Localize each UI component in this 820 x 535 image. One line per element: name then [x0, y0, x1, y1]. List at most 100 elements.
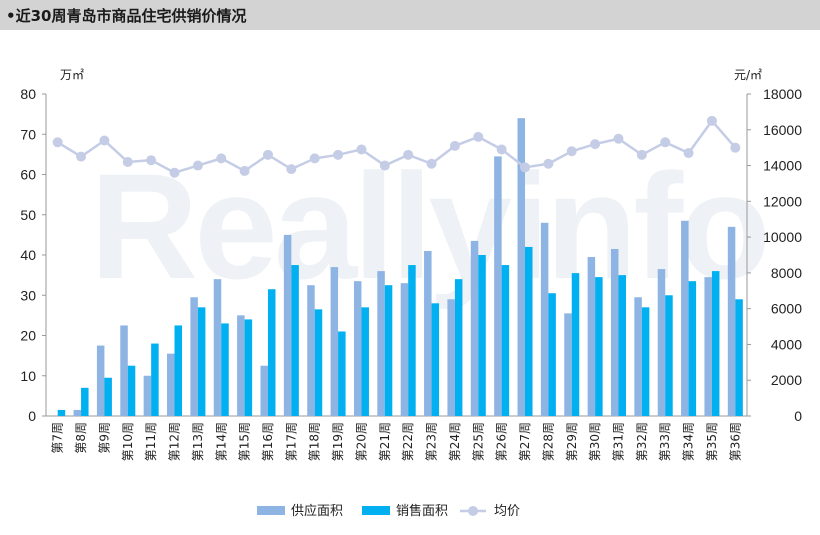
- price-point: [76, 151, 87, 162]
- left-tick-label: 0: [28, 408, 36, 424]
- left-tick-label: 10: [20, 368, 36, 384]
- bar-sales: [267, 289, 276, 416]
- category-label: 第24周: [448, 422, 462, 461]
- bar-supply: [517, 118, 526, 417]
- bar-supply: [260, 365, 268, 416]
- category-label: 第9周: [97, 422, 111, 454]
- category-label: 第15周: [238, 422, 252, 461]
- price-point: [309, 153, 320, 164]
- bar-sales: [81, 387, 89, 416]
- bar-supply: [657, 269, 666, 416]
- price-point: [403, 149, 414, 160]
- legend-marker: [468, 506, 478, 516]
- price-point: [613, 133, 624, 144]
- bar-supply: [213, 279, 222, 416]
- bar-sales: [314, 309, 323, 416]
- category-label: 第31周: [611, 422, 625, 461]
- category-label: 第7周: [51, 422, 65, 454]
- bar-supply: [727, 226, 736, 416]
- bar-sales: [291, 265, 299, 416]
- bar-supply: [470, 240, 479, 416]
- bar-supply: [96, 345, 105, 416]
- legend-label: 销售面积: [396, 503, 448, 519]
- bar-supply: [610, 248, 619, 416]
- category-label: 第18周: [308, 422, 322, 461]
- bar-sales: [408, 265, 416, 416]
- bar-sales: [174, 325, 183, 416]
- bar-sales: [665, 295, 673, 416]
- left-tick-label: 70: [20, 126, 36, 142]
- category-label: 第10周: [121, 422, 135, 461]
- price-line: [57, 118, 737, 175]
- bar-sales: [338, 331, 346, 416]
- bar-supply: [704, 277, 712, 416]
- bar-supply: [377, 271, 385, 416]
- bar-sales: [618, 275, 626, 416]
- price-point: [99, 135, 110, 146]
- bar-supply: [143, 375, 152, 416]
- bar-supply: [73, 409, 82, 416]
- bar-sales: [571, 273, 580, 416]
- left-tick-label: 60: [20, 167, 36, 183]
- price-point: [239, 165, 250, 176]
- bar-sales: [197, 307, 206, 416]
- bar-sales: [641, 307, 650, 416]
- bar-supply: [564, 313, 572, 416]
- legend-label: 供应面积: [291, 503, 343, 519]
- category-label: 第25周: [471, 422, 485, 461]
- bar-supply: [167, 353, 175, 416]
- bar-sales: [384, 285, 393, 416]
- bar-sales: [127, 365, 136, 416]
- right-tick-label: 2000: [771, 372, 802, 388]
- category-label: 第32周: [635, 422, 649, 461]
- bar-sales: [501, 265, 510, 416]
- category-label: 第19周: [331, 422, 345, 461]
- category-label: 第26周: [495, 422, 509, 461]
- bar-sales: [151, 343, 159, 416]
- price-point: [146, 155, 157, 166]
- legend-item-supply: 供应面积: [257, 503, 343, 519]
- category-label: 第11周: [144, 422, 158, 461]
- category-label: 第17周: [284, 422, 298, 461]
- legend-label: 均价: [494, 504, 520, 519]
- category-label: 第30周: [588, 422, 602, 461]
- price-point: [333, 149, 344, 160]
- price-point: [52, 137, 63, 148]
- price-point: [449, 140, 460, 151]
- category-label: 第12周: [168, 422, 182, 461]
- category-label: 第16周: [261, 422, 275, 461]
- category-label: 第27周: [518, 422, 532, 461]
- right-tick-label: 6000: [771, 301, 802, 317]
- category-label: 第34周: [682, 422, 696, 461]
- bar-sales: [221, 323, 229, 416]
- price-point: [379, 160, 390, 171]
- category-label: 第20周: [354, 422, 368, 461]
- price-point: [473, 131, 484, 142]
- price-point: [169, 167, 180, 178]
- left-tick-label: 30: [20, 287, 36, 303]
- price-point: [636, 149, 647, 160]
- bar-sales: [244, 319, 253, 416]
- bar-sales: [735, 299, 743, 416]
- bar-supply: [307, 285, 315, 416]
- price-point: [286, 164, 297, 175]
- bar-supply: [237, 315, 245, 416]
- bar-sales: [525, 246, 533, 416]
- category-label: 第23周: [425, 422, 439, 461]
- bar-supply: [400, 283, 409, 416]
- right-tick-label: 4000: [771, 336, 802, 352]
- price-point: [262, 149, 273, 160]
- bar-supply: [330, 267, 339, 416]
- category-label: 第14周: [214, 422, 228, 461]
- price-point: [566, 146, 577, 157]
- right-tick-label: 16000: [763, 122, 802, 138]
- bar-sales: [688, 281, 697, 416]
- category-label: 第22周: [401, 422, 415, 461]
- bar-supply: [447, 299, 455, 416]
- price-point: [683, 148, 694, 159]
- chart: 0 10 20 30 40 50 60 70 80 0 2000 4000 6000 8000 10000…: [20, 68, 802, 519]
- left-tick-label: 80: [20, 86, 36, 102]
- bar-supply: [494, 156, 502, 416]
- legend-swatch: [257, 506, 285, 515]
- right-tick-label: 10000: [763, 229, 802, 245]
